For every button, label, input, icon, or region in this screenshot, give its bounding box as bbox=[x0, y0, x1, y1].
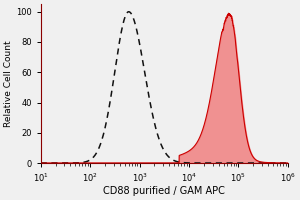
Y-axis label: Relative Cell Count: Relative Cell Count bbox=[4, 40, 13, 127]
X-axis label: CD88 purified / GAM APC: CD88 purified / GAM APC bbox=[103, 186, 225, 196]
